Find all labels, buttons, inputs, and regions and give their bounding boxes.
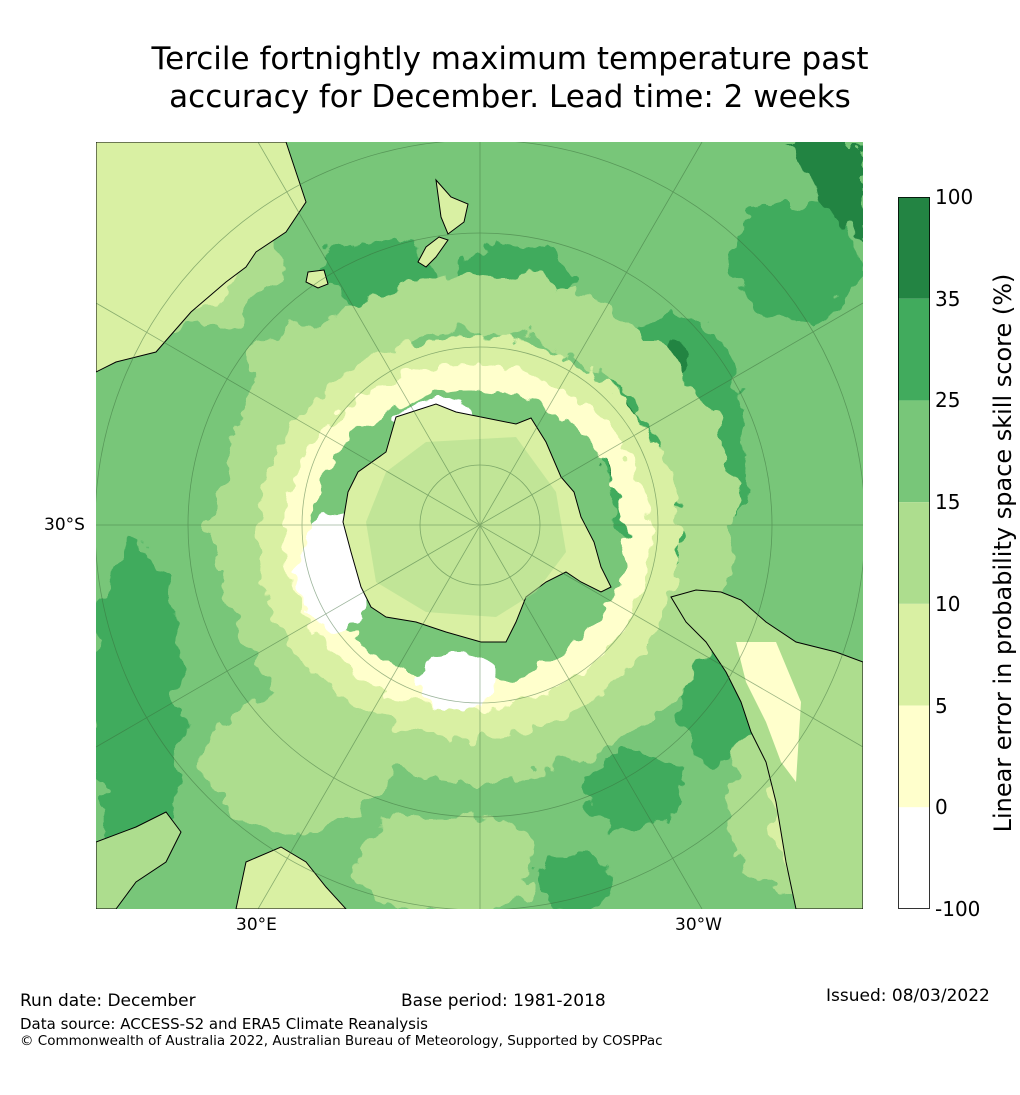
colorbar-band bbox=[898, 807, 930, 909]
run-date: Run date: December bbox=[20, 991, 196, 1011]
africa-coastline bbox=[96, 811, 182, 909]
base-period: Base period: 1981-2018 bbox=[401, 991, 606, 1011]
colorbar bbox=[898, 197, 930, 909]
colorbar-tick-label: 25 bbox=[935, 388, 961, 413]
colorbar-band bbox=[898, 603, 930, 706]
south-america-coastline bbox=[670, 589, 863, 909]
australia-coastline bbox=[96, 142, 307, 373]
colorbar-band bbox=[898, 197, 930, 299]
madagascar bbox=[235, 846, 347, 909]
colorbar-band bbox=[898, 298, 930, 401]
colorbar-band bbox=[898, 705, 930, 808]
polar-skill-map bbox=[96, 142, 863, 909]
colorbar-title: Linear error in probability space skill … bbox=[989, 273, 1017, 833]
latitude-label-30s: 30°S bbox=[44, 515, 85, 535]
colorbar-tick-label: 0 bbox=[935, 795, 948, 820]
graticule bbox=[96, 142, 863, 909]
antarctica-interior bbox=[366, 437, 566, 617]
colorbar-border bbox=[898, 197, 930, 909]
colorbar-band bbox=[898, 502, 930, 604]
longitude-label-30w: 30°W bbox=[675, 915, 722, 935]
longitude-label-30e: 30°E bbox=[236, 915, 277, 935]
new-zealand-north bbox=[435, 178, 469, 235]
colorbar-tick-label: 15 bbox=[935, 490, 961, 515]
colorbar-band bbox=[898, 400, 930, 503]
chart-title: Tercile fortnightly maximum temperature … bbox=[0, 40, 1020, 116]
chart-title-line-2: accuracy for December. Lead time: 2 week… bbox=[169, 79, 851, 115]
new-zealand-south bbox=[417, 236, 449, 268]
south-america-dry-coast bbox=[736, 642, 801, 782]
data-source: Data source: ACCESS-S2 and ERA5 Climate … bbox=[20, 1015, 428, 1033]
chart-title-line-1: Tercile fortnightly maximum temperature … bbox=[151, 41, 869, 77]
colorbar-svg bbox=[898, 197, 930, 909]
colorbar-tick-label: 5 bbox=[935, 693, 948, 718]
colorbar-tick-label: 35 bbox=[935, 286, 961, 311]
colorbar-tick-label: 10 bbox=[935, 591, 961, 616]
issued-date: Issued: 08/03/2022 bbox=[826, 986, 990, 1006]
colorbar-tick-label: -100 bbox=[935, 897, 981, 921]
colorbar-tick-label: 100 bbox=[935, 185, 974, 209]
tasmania bbox=[305, 269, 329, 289]
copyright: © Commonwealth of Australia 2022, Austra… bbox=[20, 1033, 663, 1049]
